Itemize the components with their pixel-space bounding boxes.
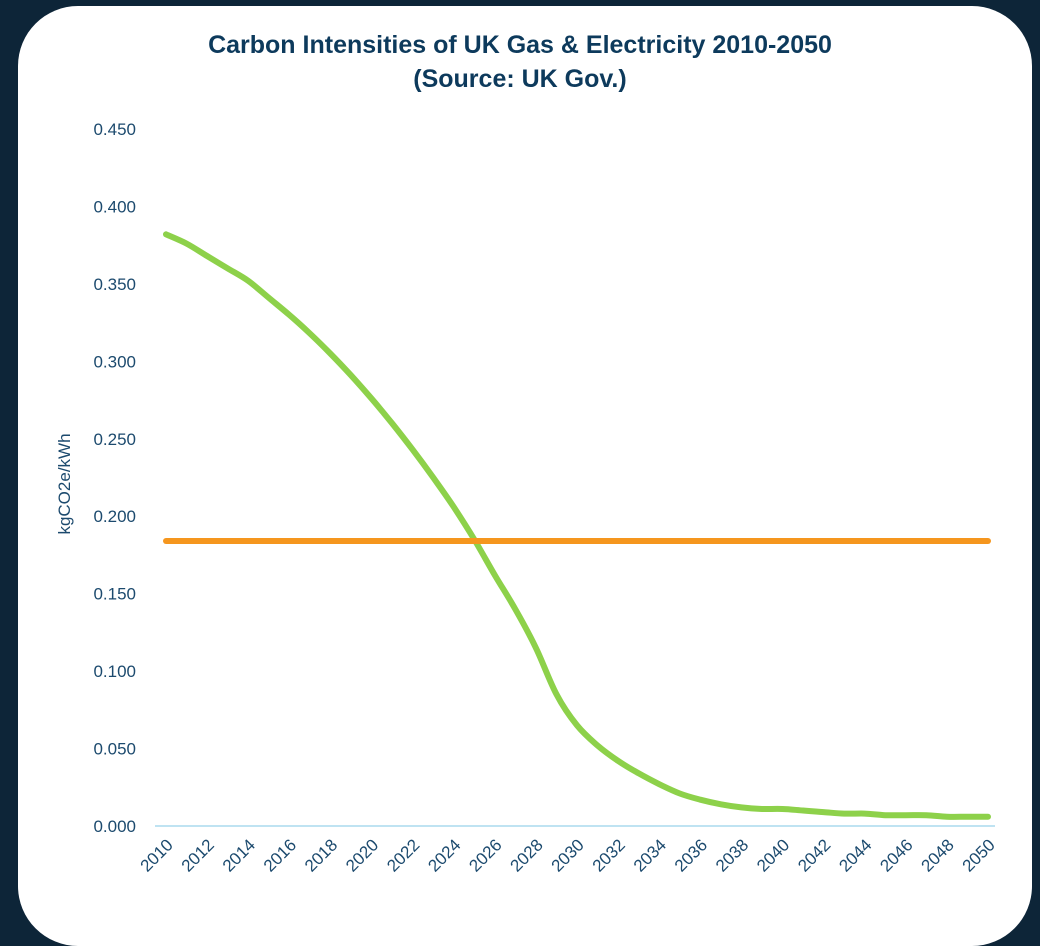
x-tick-label: 2044 xyxy=(835,835,875,875)
y-tick-label: 0.350 xyxy=(93,275,136,294)
x-tick-label: 2048 xyxy=(918,835,958,875)
chart-card xyxy=(18,6,1032,946)
y-tick-label: 0.150 xyxy=(93,585,136,604)
x-tick-label: 2028 xyxy=(507,835,547,875)
y-tick-label: 0.000 xyxy=(93,817,136,836)
x-tick-label: 2050 xyxy=(959,835,999,875)
y-tick-label: 0.450 xyxy=(93,120,136,139)
series-group xyxy=(163,231,991,820)
x-tick-label: 2022 xyxy=(383,835,423,875)
x-axis-ticks: 2010 2012 2014 2016 2018 2020 2022 2024 2026 2028… xyxy=(137,835,999,875)
y-axis-ticks: 0.000 0.050 0.100 0.150 0.200 0.250 0.300 0.350… xyxy=(93,120,136,836)
x-tick-label: 2038 xyxy=(712,835,752,875)
y-tick-label: 0.200 xyxy=(93,507,136,526)
x-tick-label: 2014 xyxy=(219,835,259,875)
chart-title-block: Carbon Intensities of UK Gas & Electrici… xyxy=(0,28,1040,96)
y-tick-label: 0.250 xyxy=(93,430,136,449)
y-axis-label: kgCO2e/kWh xyxy=(55,433,74,534)
x-tick-label: 2040 xyxy=(753,835,793,875)
x-tick-label: 2046 xyxy=(876,835,916,875)
chart-title: Carbon Intensities of UK Gas & Electrici… xyxy=(208,31,832,59)
series-line-1 xyxy=(163,231,991,820)
line-chart: 0.000 0.050 0.100 0.150 0.200 0.250 0.300 0.350… xyxy=(55,120,999,876)
x-tick-label: 2030 xyxy=(548,835,588,875)
x-tick-label: 2036 xyxy=(671,835,711,875)
x-tick-label: 2016 xyxy=(260,835,300,875)
x-tick-label: 2010 xyxy=(137,835,177,875)
x-tick-label: 2034 xyxy=(630,835,670,875)
x-tick-label: 2024 xyxy=(424,835,464,875)
x-tick-label: 2042 xyxy=(794,835,834,875)
x-tick-label: 2018 xyxy=(301,835,341,875)
y-tick-label: 0.100 xyxy=(93,662,136,681)
y-tick-label: 0.050 xyxy=(93,740,136,759)
x-tick-label: 2012 xyxy=(178,835,218,875)
x-tick-label: 2020 xyxy=(342,835,382,875)
x-tick-label: 2032 xyxy=(589,835,629,875)
x-tick-label: 2026 xyxy=(465,835,505,875)
y-tick-label: 0.300 xyxy=(93,352,136,371)
y-tick-label: 0.400 xyxy=(93,197,136,216)
chart-subtitle: (Source: UK Gov.) xyxy=(413,65,627,93)
